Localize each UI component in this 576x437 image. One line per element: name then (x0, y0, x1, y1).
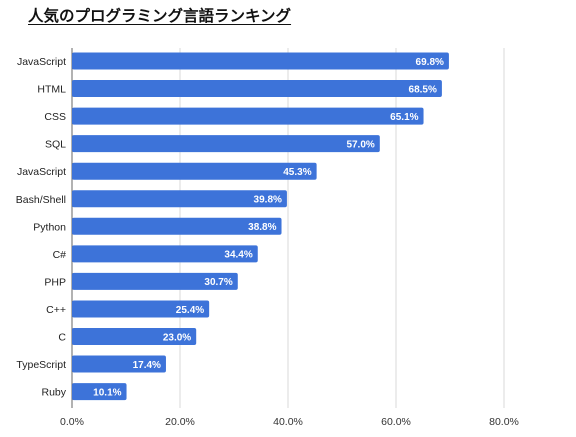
bar-value-label: 39.8% (254, 195, 282, 206)
bar (72, 52, 449, 70)
category-label: Ruby (41, 387, 66, 399)
category-label: HTML (37, 84, 66, 96)
bar (72, 190, 287, 208)
x-tick-label: 20.0% (165, 416, 195, 428)
x-tick-label: 80.0% (489, 416, 519, 428)
bar (72, 328, 197, 345)
bar-value-label: 30.7% (204, 277, 232, 288)
bar-value-label: 38.8% (248, 222, 276, 233)
category-label: PHP (44, 276, 66, 288)
category-label: JavaScript (17, 56, 66, 68)
bar-value-label: 65.1% (390, 112, 418, 123)
bar (72, 80, 442, 98)
category-label: Python (33, 221, 66, 233)
bar-value-label: 34.4% (224, 250, 252, 261)
category-label: C# (53, 249, 67, 261)
bar (72, 383, 127, 401)
category-labels: JavaScript HTML CSS SQL JavaScript Bash/Shell… (16, 56, 67, 399)
bars: 69.8% 68.5% 65.1% 57.0% 45.3% 39.8% 38.8% 34.4%… (72, 52, 449, 401)
bar (72, 245, 258, 263)
category-label: JavaScript (17, 166, 66, 178)
bar (72, 272, 238, 290)
bar-value-label: 17.4% (133, 360, 161, 371)
x-tick-label: 0.0% (60, 416, 84, 428)
x-tick-label: 60.0% (381, 416, 411, 428)
bar-value-label: 45.3% (283, 167, 311, 178)
bar-value-label: 68.5% (409, 84, 437, 95)
bar-value-label: 23.0% (163, 332, 191, 343)
category-label: CSS (44, 111, 66, 123)
bar-value-label: 57.0% (346, 139, 374, 150)
category-label: SQL (45, 139, 66, 151)
bar-value-label: 25.4% (176, 305, 204, 316)
bar-value-label: 10.1% (93, 387, 121, 398)
bar (72, 162, 317, 180)
bar-value-label: 69.8% (416, 57, 444, 68)
bar (72, 355, 166, 373)
category-label: C (58, 332, 66, 344)
bar (72, 107, 424, 125)
category-label: TypeScript (16, 359, 66, 371)
category-label: C++ (46, 304, 66, 316)
x-tick-label: 40.0% (273, 416, 303, 428)
x-axis-tick-labels: 0.0% 20.0% 40.0% 60.0% 80.0% (60, 416, 519, 428)
category-label: Bash/Shell (16, 194, 66, 206)
bar (72, 217, 282, 235)
bar (72, 300, 210, 318)
bar (72, 135, 380, 153)
chart-title: 人気のプログラミング言語ランキング (28, 7, 292, 25)
